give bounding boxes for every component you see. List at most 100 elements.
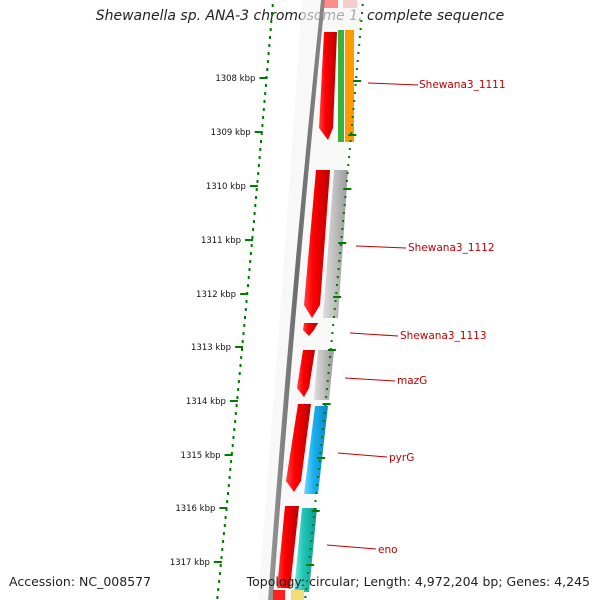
forward-gene-bottom-edge — [273, 590, 285, 600]
gene-label-leader — [355, 245, 407, 249]
scale-dot — [233, 428, 236, 431]
scale-dot — [263, 100, 266, 103]
scale-dot — [217, 588, 220, 591]
right-tick-mark — [317, 457, 326, 459]
scale-dot — [223, 524, 226, 527]
scale-dot — [351, 116, 354, 118]
scale-dot — [264, 92, 267, 95]
gene-label[interactable]: Shewana3_1113 — [400, 330, 487, 342]
gene-label[interactable]: mazG — [397, 375, 427, 387]
scale-dot — [311, 532, 314, 534]
scale-dot — [267, 52, 270, 55]
scale-dot — [271, 4, 274, 7]
kbp-tick-mark — [224, 454, 233, 456]
forward-gene-top-edge — [324, 0, 338, 8]
gene-label-leader — [337, 452, 388, 458]
kbp-tick-mark — [235, 346, 244, 348]
scale-dot — [333, 308, 336, 310]
scale-dot — [328, 364, 331, 366]
track-yellow-bottom-edge — [291, 590, 304, 600]
scale-dot — [241, 340, 244, 343]
track-grey-shewana3-1112 — [323, 170, 348, 318]
scale-dot — [227, 492, 229, 495]
feature-top-edge — [343, 0, 357, 8]
scale-dot — [237, 388, 240, 391]
gene-label[interactable]: Shewana3_1112 — [408, 242, 495, 254]
scale-dot — [258, 156, 261, 159]
scale-dot — [338, 260, 341, 262]
scale-dot — [318, 460, 321, 462]
scale-dot — [219, 564, 222, 567]
sequence-backbone — [268, 0, 325, 600]
scale-dot — [269, 36, 271, 39]
scale-dot — [234, 412, 237, 415]
scale-dot — [218, 572, 221, 575]
forward-gene-mazG[interactable] — [297, 350, 315, 397]
scale-dot — [253, 212, 256, 215]
scale-dot — [254, 204, 257, 207]
scale-dot — [261, 124, 264, 127]
gene-label-leader — [326, 544, 377, 550]
scale-dot — [321, 436, 323, 438]
scale-dot — [343, 204, 346, 206]
scale-dot — [249, 252, 252, 255]
scale-dot — [230, 452, 233, 455]
track-orange-shewana3-1111 — [345, 30, 354, 142]
scale-dot — [225, 508, 228, 511]
scale-dot — [264, 84, 267, 87]
scale-dot — [260, 140, 262, 143]
scale-dot — [243, 324, 246, 327]
scale-dot — [354, 84, 357, 86]
scale-dot — [342, 212, 345, 214]
forward-gene-shewana3-1113[interactable] — [303, 323, 318, 336]
kbp-tick-label: 1314 kbp — [186, 397, 226, 407]
kbp-tick-mark — [254, 131, 263, 133]
scale-dot — [353, 100, 356, 102]
forward-gene-shewana3-1111[interactable] — [319, 32, 337, 140]
forward-gene-eno[interactable] — [277, 506, 299, 588]
scale-dot — [306, 580, 309, 582]
scale-dot — [356, 60, 359, 62]
scale-dot — [347, 164, 350, 166]
kbp-tick-mark — [249, 185, 258, 187]
scale-dot — [227, 484, 230, 487]
scale-dot — [252, 228, 255, 231]
scale-dot — [218, 580, 221, 583]
scale-dot — [345, 180, 348, 182]
scale-dot — [244, 316, 246, 319]
gene-labels: Shewana3_1111 Shewana3_1112 Shewana3_1113m… — [326, 79, 506, 556]
scale-dot — [358, 36, 361, 38]
scale-dot — [230, 460, 233, 463]
scale-dot — [359, 28, 362, 30]
scale-dot — [235, 404, 238, 407]
kbp-tick-label: 1317 kbp — [170, 558, 210, 568]
gene-label[interactable]: Shewana3_1111 — [419, 79, 506, 91]
scale-dot — [262, 116, 265, 119]
scale-dot — [251, 236, 254, 239]
right-tick-mark — [327, 349, 336, 351]
scale-dot — [336, 276, 339, 278]
scale-dot — [256, 180, 259, 183]
scale-dot — [252, 220, 255, 223]
right-tick-mark — [343, 188, 352, 190]
scale-dot — [260, 132, 263, 135]
scale-dot — [315, 492, 318, 494]
scale-dot — [221, 548, 224, 551]
scale-dot — [231, 444, 234, 447]
scale-dot — [351, 124, 353, 126]
forward-gene-shewana3-1112[interactable] — [304, 170, 330, 318]
scale-dot — [320, 444, 323, 446]
gene-label[interactable]: pyrG — [389, 452, 414, 464]
scale-dot — [358, 44, 361, 46]
gene-label[interactable]: eno — [378, 544, 398, 556]
scale-dot — [304, 596, 307, 598]
scale-dot — [220, 556, 223, 559]
scale-dot — [357, 52, 360, 54]
accession-label: Accession: NC_008577 — [9, 574, 152, 589]
forward-gene-pyrG[interactable] — [286, 404, 311, 492]
scale-dot — [317, 476, 319, 478]
scale-dot — [327, 372, 330, 374]
scale-dot — [247, 276, 250, 279]
scale-dot — [321, 428, 324, 430]
